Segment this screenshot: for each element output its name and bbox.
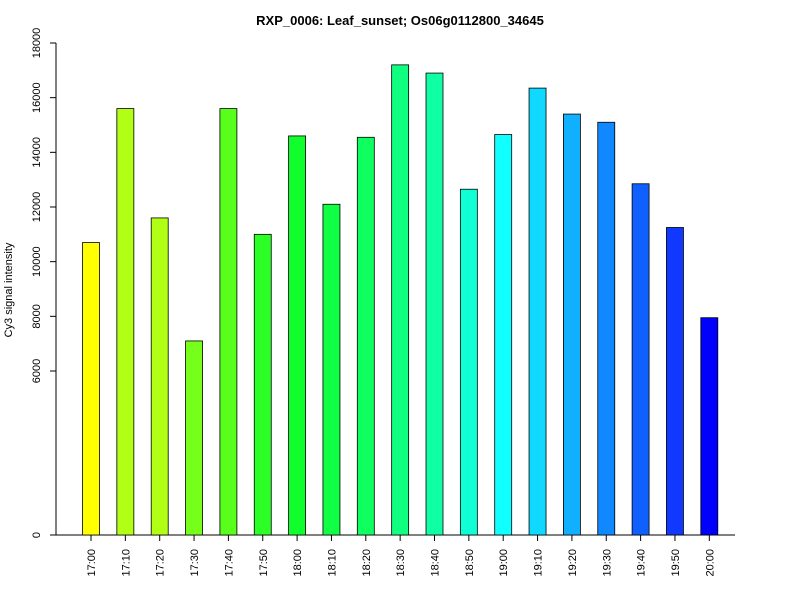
x-tick-label: 18:20 xyxy=(361,549,373,577)
x-tick-label: 18:30 xyxy=(395,549,407,577)
x-tick-label: 19:00 xyxy=(498,549,510,577)
bar-1930 xyxy=(597,121,616,536)
bar-1800 xyxy=(288,135,307,536)
bar-1900 xyxy=(494,134,513,536)
y-axis-ticks: 0 6000 8000 10000 12000 14000 16000 18000 xyxy=(31,28,56,538)
x-tick-label: 20:00 xyxy=(704,549,716,577)
x-tick-label: 19:10 xyxy=(533,549,545,577)
y-tick-label: 18000 xyxy=(31,28,43,59)
bar-1840 xyxy=(425,72,444,536)
y-tick-label: 12000 xyxy=(31,192,43,223)
x-tick-label: 18:40 xyxy=(430,549,442,577)
bar-2000 xyxy=(700,317,719,536)
x-tick-label: 18:10 xyxy=(326,549,338,577)
y-tick-label: 6000 xyxy=(31,359,43,383)
bar-1700 xyxy=(82,242,100,536)
x-tick-label: 18:50 xyxy=(464,549,476,577)
y-tick-label: 8000 xyxy=(31,304,43,328)
bar-1830 xyxy=(391,64,410,536)
bar-1950 xyxy=(666,227,684,536)
bar-1730 xyxy=(185,340,203,536)
y-tick-label: 16000 xyxy=(31,82,43,113)
x-tick-label: 17:20 xyxy=(155,549,167,577)
bar-1940 xyxy=(631,183,650,536)
x-tick-label: 17:50 xyxy=(258,549,270,577)
bar-1910 xyxy=(528,87,547,536)
y-tick-label: 0 xyxy=(31,532,43,538)
y-axis-label: Cy3 signal intensity xyxy=(3,242,15,337)
bar-1810 xyxy=(322,203,341,536)
x-tick-label: 19:50 xyxy=(670,549,682,577)
chart-title: RXP_0006: Leaf_sunset; Os06g0112800_3464… xyxy=(256,13,544,28)
y-tick-label: 14000 xyxy=(31,137,43,168)
bar-1820 xyxy=(356,136,375,536)
x-tick-label: 17:10 xyxy=(120,549,132,577)
x-tick-label: 19:40 xyxy=(636,549,648,577)
x-axis-ticks: 17:00 17:10 17:20 17:30 17:40 17:50 18:00 18:10… xyxy=(86,535,716,577)
bar-1720 xyxy=(150,217,169,536)
bar-1920 xyxy=(563,113,581,536)
bar-1740 xyxy=(219,108,238,536)
bars xyxy=(82,64,719,536)
x-tick-label: 17:30 xyxy=(189,549,201,577)
x-tick-label: 17:40 xyxy=(223,549,235,577)
x-tick-label: 17:00 xyxy=(86,549,98,577)
x-tick-label: 18:00 xyxy=(292,549,304,577)
x-tick-label: 19:20 xyxy=(567,549,579,577)
bar-1850 xyxy=(459,188,478,536)
bar-1750 xyxy=(253,233,272,536)
y-tick-label: 10000 xyxy=(31,246,43,277)
x-tick-label: 19:30 xyxy=(601,549,613,577)
bar-1710 xyxy=(116,108,135,536)
